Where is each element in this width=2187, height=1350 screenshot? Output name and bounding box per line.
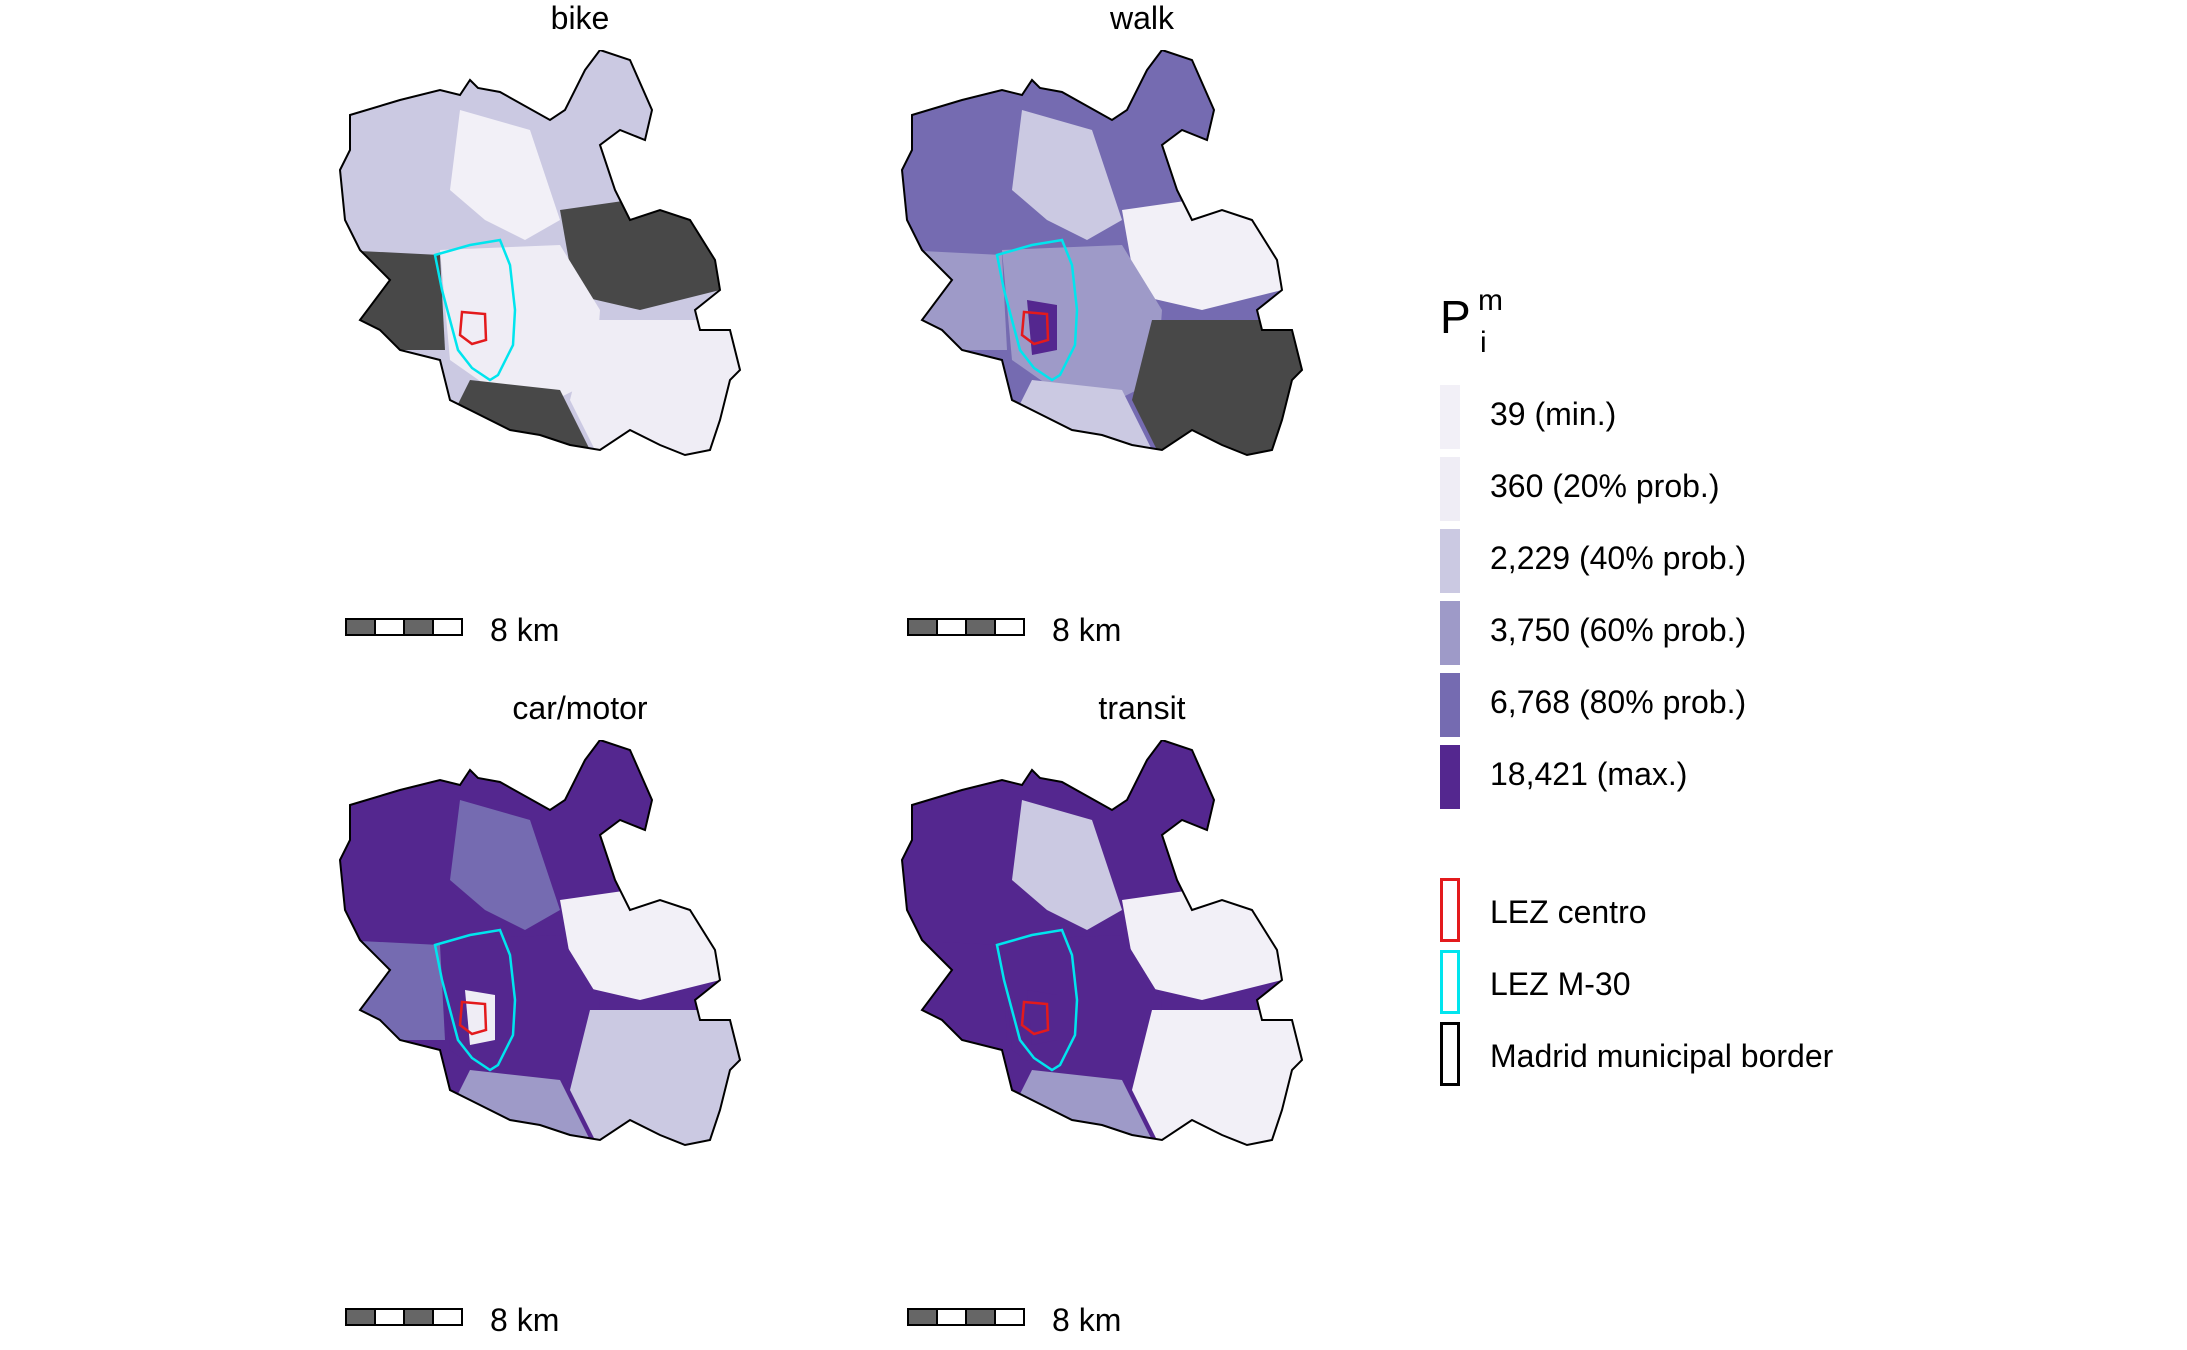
zone-west [892, 250, 1007, 350]
legend-swatch [1440, 673, 1460, 737]
legend-swatch [1440, 529, 1460, 593]
scale-label: 8 km [1052, 612, 1121, 649]
zone-west [330, 940, 445, 1040]
choropleth-map [300, 740, 860, 1300]
zone-southeast [1132, 320, 1302, 470]
legend-label: 18,421 (max.) [1490, 756, 1687, 793]
zone-inner [465, 990, 495, 1045]
legend-label: 2,229 (40% prob.) [1490, 540, 1746, 577]
zone-southeast [1132, 1010, 1302, 1160]
zone-inner [465, 300, 495, 355]
scale-label: 8 km [490, 612, 559, 649]
zone-west [892, 940, 1007, 1040]
scale-label: 8 km [1052, 1302, 1121, 1339]
legend-label: 39 (min.) [1490, 396, 1616, 433]
choropleth-map [300, 50, 860, 610]
zone-southeast [570, 1010, 740, 1160]
zone-inner [1027, 990, 1057, 1045]
legend-label: LEZ centro [1490, 894, 1647, 931]
map-panel-transit: transit 8 km [862, 690, 1422, 1340]
legend-label: 6,768 (80% prob.) [1490, 684, 1746, 721]
legend-label: LEZ M-30 [1490, 966, 1630, 1003]
lez-m30-legend-key [1440, 950, 1460, 1014]
zone-inner [1027, 300, 1057, 355]
legend-label: 3,750 (60% prob.) [1490, 612, 1746, 649]
zone-southeast [570, 320, 740, 470]
scale-label: 8 km [490, 1302, 559, 1339]
legend-swatch [1440, 385, 1460, 449]
legend-swatch [1440, 457, 1460, 521]
panel-title: car/motor [300, 690, 860, 727]
lez-centro-legend-key [1440, 878, 1460, 942]
choropleth-map [862, 50, 1422, 610]
legend-swatch [1440, 745, 1460, 809]
panel-title: bike [300, 0, 860, 37]
panel-title: transit [862, 690, 1422, 727]
map-panel-bike: bike 8 km [300, 0, 860, 650]
zone-west [330, 250, 445, 350]
panel-title: walk [862, 0, 1422, 37]
legend-swatch [1440, 601, 1460, 665]
legend-label: Madrid municipal border [1490, 1038, 1833, 1075]
map-panel-walk: walk 8 km [862, 0, 1422, 650]
map-panel-car-motor: car/motor 8 km [300, 690, 860, 1340]
municipal-border-legend-key [1440, 1022, 1460, 1086]
legend-label: 360 (20% prob.) [1490, 468, 1719, 505]
choropleth-map [862, 740, 1422, 1300]
